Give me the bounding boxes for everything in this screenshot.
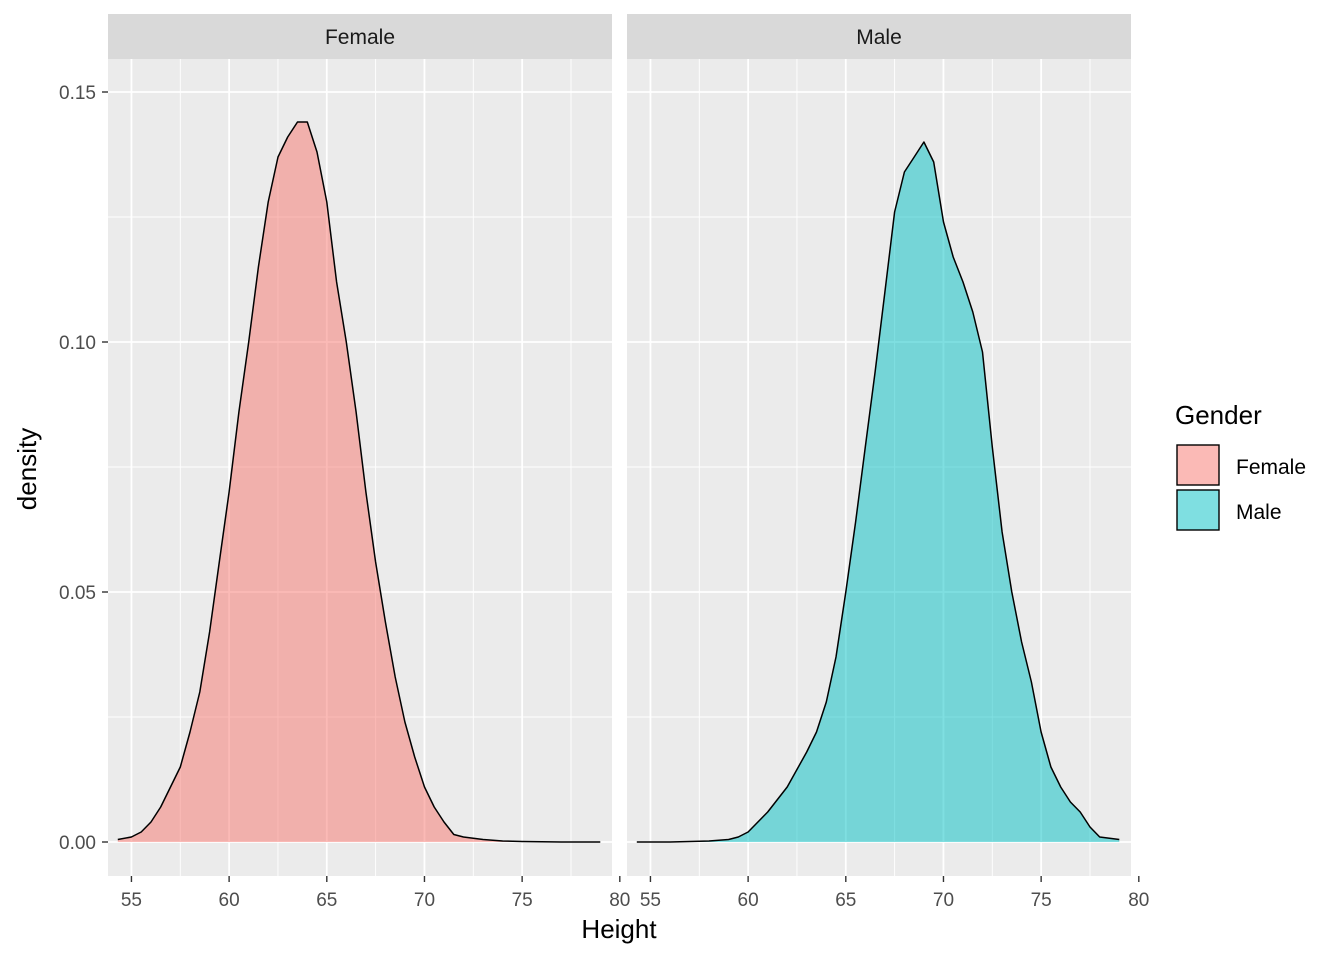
facet-strip-label: Female (325, 26, 395, 49)
y-tick-label: 0.05 (59, 583, 96, 604)
legend-label-male: Male (1236, 501, 1282, 524)
legend-title: Gender (1175, 400, 1262, 430)
x-tick-label: 70 (414, 890, 435, 911)
x-tick-label: 60 (738, 890, 759, 911)
density-outline-female (117, 121, 601, 843)
x-tick-label: 55 (121, 890, 142, 911)
x-tick-label: 65 (835, 890, 856, 911)
x-tick-label: 80 (1128, 890, 1149, 911)
panel-female: Female 55 60 65 70 75 80 0.00 0.05 0.10 0.15 (59, 14, 630, 911)
legend-key-female (1176, 444, 1220, 486)
legend: Gender Female Male (1175, 400, 1306, 531)
x-tick-label: 80 (609, 890, 630, 911)
panel-male: Male 55 60 65 70 75 80 (627, 14, 1149, 911)
facet-strip-label: Male (856, 26, 902, 49)
x-tick-label: 55 (640, 890, 661, 911)
facet-strip (108, 14, 612, 59)
density-area-female (117, 122, 601, 842)
x-tick-label: 60 (219, 890, 240, 911)
facet-strip (627, 14, 1131, 59)
legend-key-male (1176, 489, 1220, 531)
y-tick-label: 0.15 (59, 83, 96, 104)
x-tick-label: 70 (933, 890, 954, 911)
y-axis-title: density (12, 428, 42, 510)
x-tick-label: 75 (512, 890, 533, 911)
x-axis-title: Height (581, 914, 657, 944)
x-tick-label: 75 (1031, 890, 1052, 911)
density-outline-male (636, 141, 1120, 843)
y-tick-label: 0.10 (59, 333, 96, 354)
y-tick-label: 0.00 (59, 833, 96, 854)
density-area-male (636, 142, 1120, 842)
legend-label-female: Female (1236, 456, 1306, 479)
x-tick-label: 65 (316, 890, 337, 911)
